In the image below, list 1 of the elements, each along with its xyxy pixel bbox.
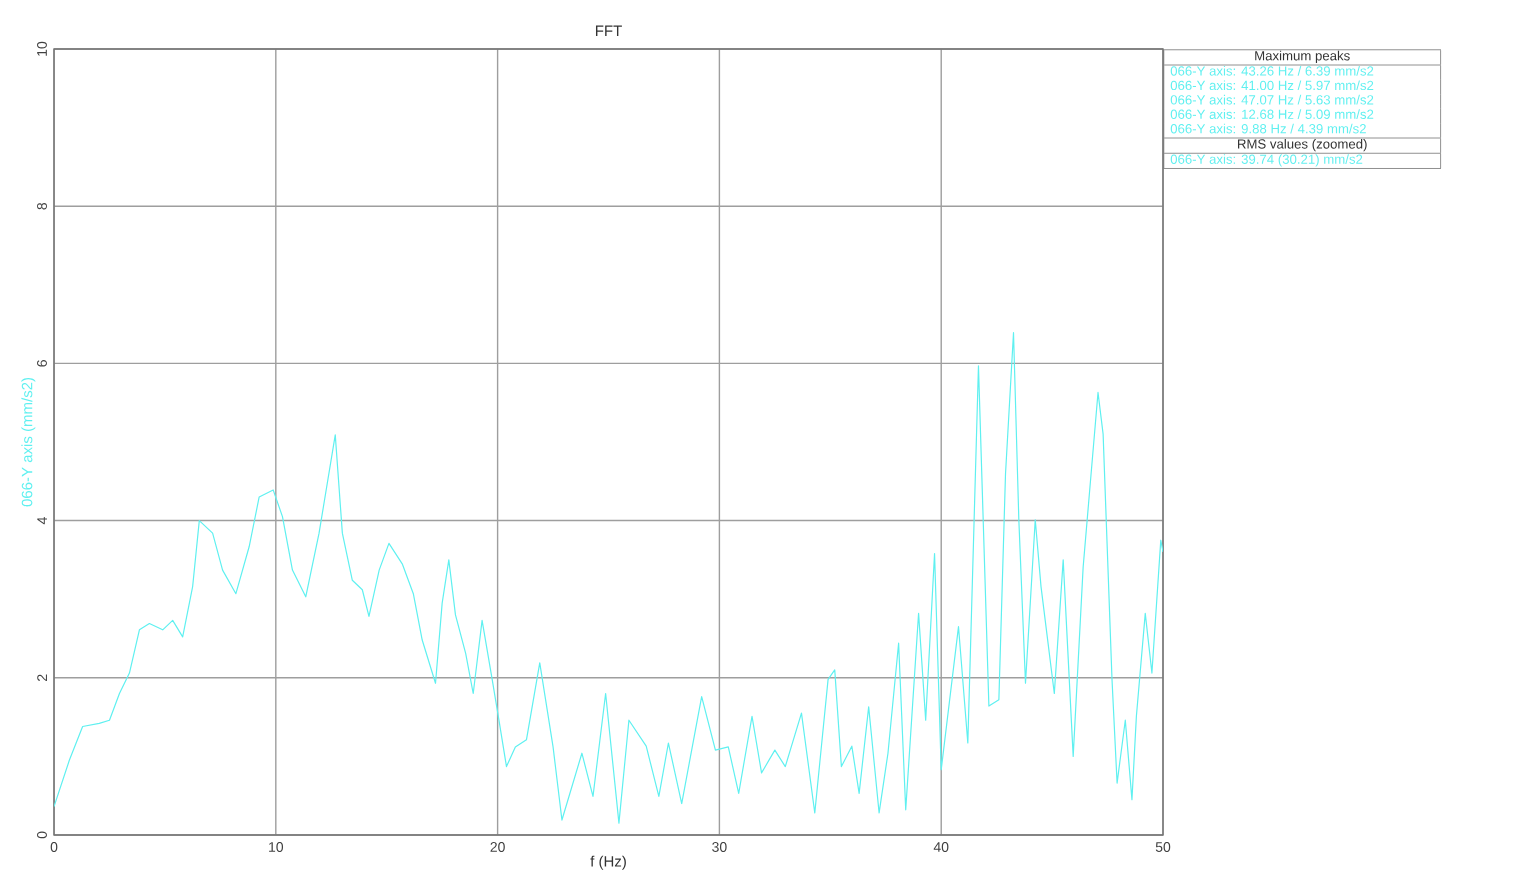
line-series (54, 332, 1163, 824)
